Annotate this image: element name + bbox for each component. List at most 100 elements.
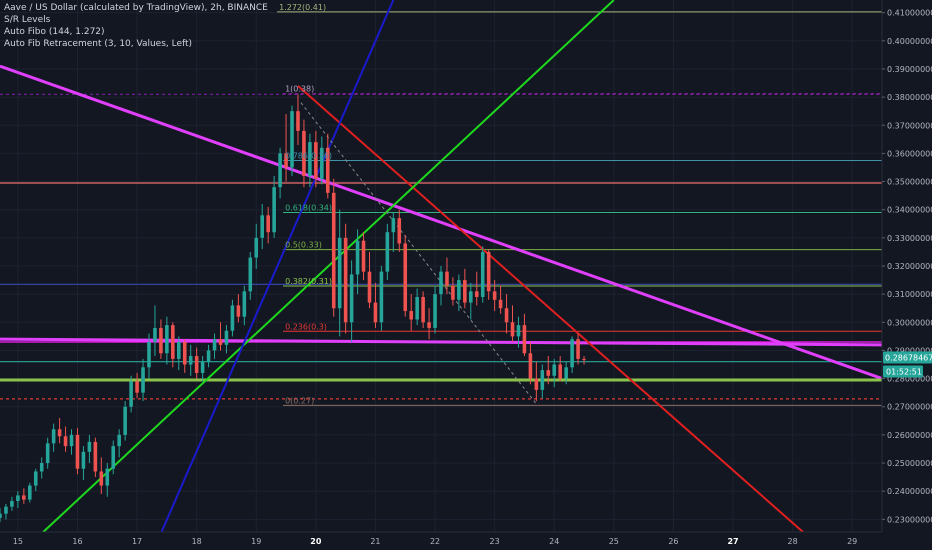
- candle-body[interactable]: [325, 147, 330, 193]
- candle[interactable]: [325, 133, 330, 199]
- candle[interactable]: [93, 437, 98, 478]
- candle-body[interactable]: [69, 434, 74, 447]
- candle-body[interactable]: [498, 299, 503, 309]
- candle[interactable]: [451, 277, 455, 306]
- candle[interactable]: [290, 105, 294, 176]
- candle-body[interactable]: [427, 322, 431, 328]
- candle-body[interactable]: [230, 305, 235, 331]
- candle-body[interactable]: [123, 406, 127, 435]
- indicator-auto-fib-retracement[interactable]: Auto Fib Retracement (3, 10, Values, Lef…: [4, 39, 193, 49]
- candle[interactable]: [391, 212, 396, 252]
- candle[interactable]: [504, 294, 509, 334]
- candle[interactable]: [248, 251, 253, 300]
- candle-body[interactable]: [546, 370, 551, 376]
- candle-body[interactable]: [75, 434, 80, 469]
- candle[interactable]: [331, 178, 336, 317]
- candle[interactable]: [486, 249, 491, 300]
- candle[interactable]: [540, 364, 545, 399]
- candle[interactable]: [254, 223, 259, 269]
- candle-body[interactable]: [349, 274, 354, 323]
- candle-body[interactable]: [260, 215, 265, 238]
- candle-body[interactable]: [463, 280, 467, 303]
- candle[interactable]: [534, 361, 539, 402]
- candle[interactable]: [361, 232, 366, 281]
- candle[interactable]: [510, 305, 515, 342]
- candle-body[interactable]: [224, 330, 229, 345]
- candle-body[interactable]: [582, 358, 586, 360]
- candle-body[interactable]: [188, 356, 193, 365]
- candle-body[interactable]: [391, 218, 396, 233]
- candle[interactable]: [153, 305, 157, 357]
- candle[interactable]: [147, 333, 151, 379]
- candle-body[interactable]: [57, 429, 62, 437]
- candle[interactable]: [242, 285, 247, 326]
- candle[interactable]: [81, 446, 86, 480]
- candle[interactable]: [16, 491, 20, 509]
- candle-body[interactable]: [534, 378, 539, 390]
- candle-body[interactable]: [290, 111, 294, 168]
- candle[interactable]: [302, 119, 306, 188]
- candle[interactable]: [463, 268, 467, 309]
- candle[interactable]: [343, 223, 348, 334]
- candle[interactable]: [379, 266, 384, 331]
- candle[interactable]: [57, 418, 62, 444]
- candle[interactable]: [188, 344, 193, 376]
- candle-body[interactable]: [379, 271, 384, 323]
- candle[interactable]: [51, 423, 56, 452]
- candle[interactable]: [260, 204, 265, 250]
- candle[interactable]: [355, 229, 360, 295]
- candle-body[interactable]: [451, 285, 455, 300]
- candle[interactable]: [582, 356, 586, 365]
- candle[interactable]: [397, 209, 402, 252]
- candle-body[interactable]: [45, 443, 50, 464]
- candle-body[interactable]: [373, 302, 378, 323]
- candle-body[interactable]: [81, 451, 86, 469]
- indicator-sr-levels[interactable]: S/R Levels: [4, 15, 51, 25]
- candle-body[interactable]: [403, 243, 408, 312]
- candle-body[interactable]: [10, 501, 14, 507]
- candle-body[interactable]: [159, 327, 163, 354]
- candle-body[interactable]: [415, 296, 419, 320]
- candle-body[interactable]: [129, 381, 133, 407]
- candle-body[interactable]: [171, 325, 175, 359]
- candle[interactable]: [421, 291, 425, 328]
- indicator-auto-fibo[interactable]: Auto Fibo (144, 1.272): [4, 27, 105, 37]
- candle-body[interactable]: [51, 429, 56, 444]
- candle-body[interactable]: [4, 506, 8, 514]
- candle[interactable]: [480, 246, 485, 303]
- candle[interactable]: [498, 285, 503, 314]
- candle-body[interactable]: [22, 495, 26, 500]
- candle[interactable]: [474, 271, 479, 306]
- candle-body[interactable]: [206, 350, 211, 362]
- candle[interactable]: [576, 333, 580, 365]
- candle[interactable]: [308, 133, 312, 188]
- candle[interactable]: [457, 274, 461, 312]
- candle-body[interactable]: [343, 237, 348, 323]
- chart-title[interactable]: Aave / US Dollar (calculated by TradingV…: [4, 3, 268, 13]
- candle-body[interactable]: [314, 142, 318, 179]
- candle-body[interactable]: [176, 342, 181, 359]
- candle-body[interactable]: [552, 364, 557, 376]
- candle[interactable]: [63, 426, 68, 452]
- candle[interactable]: [516, 316, 521, 348]
- candle-body[interactable]: [576, 339, 580, 359]
- candle[interactable]: [111, 440, 116, 475]
- candle-body[interactable]: [212, 339, 217, 351]
- candle-body[interactable]: [266, 215, 270, 233]
- candle[interactable]: [272, 175, 276, 238]
- candle-body[interactable]: [409, 311, 413, 320]
- candle[interactable]: [314, 130, 318, 188]
- candle-body[interactable]: [492, 291, 497, 300]
- candle[interactable]: [224, 325, 229, 354]
- candle-body[interactable]: [522, 325, 527, 354]
- candle-body[interactable]: [278, 153, 282, 188]
- candle-body[interactable]: [147, 342, 151, 368]
- candle[interactable]: [427, 308, 431, 340]
- candle[interactable]: [117, 429, 121, 458]
- candle[interactable]: [284, 114, 288, 182]
- candle-body[interactable]: [194, 356, 199, 373]
- candle[interactable]: [278, 147, 282, 199]
- candle[interactable]: [528, 342, 533, 385]
- candle-body[interactable]: [93, 441, 98, 472]
